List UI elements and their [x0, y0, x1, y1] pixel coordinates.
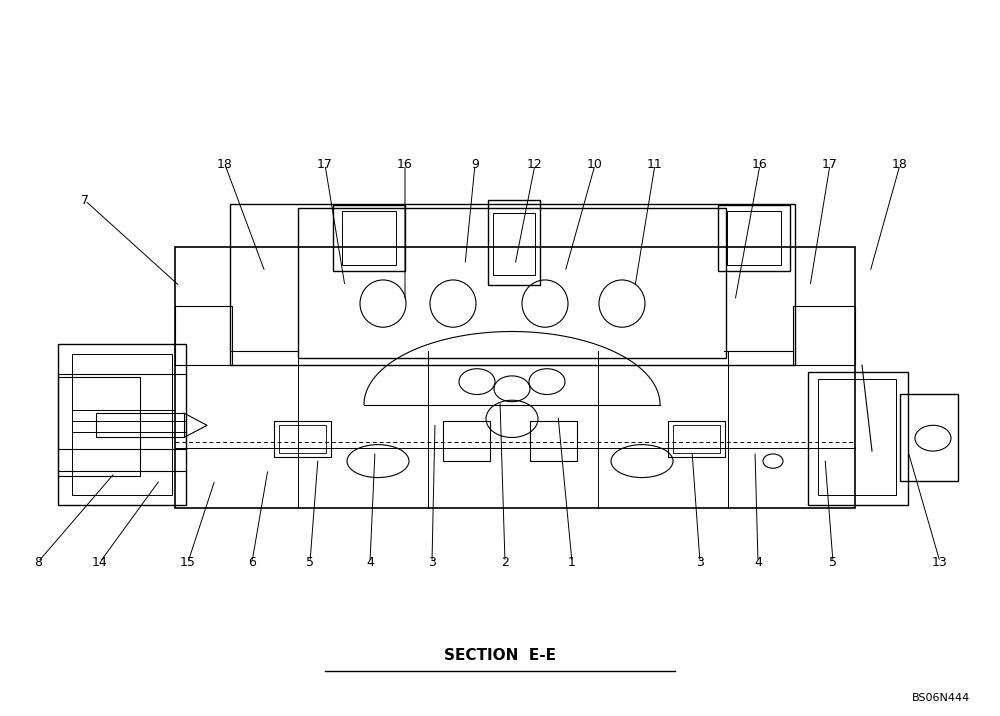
Bar [230, 204, 795, 365]
Bar [175, 247, 855, 508]
Text: 16: 16 [397, 158, 413, 171]
Bar [298, 208, 726, 358]
Text: SECTION  E-E: SECTION E-E [444, 648, 556, 662]
Bar [333, 205, 405, 271]
Text: 16: 16 [752, 158, 768, 171]
Bar [808, 372, 908, 505]
Bar [673, 425, 720, 453]
Bar [718, 205, 790, 271]
Bar [488, 200, 540, 285]
Text: 5: 5 [829, 556, 837, 569]
Text: 8: 8 [34, 556, 42, 569]
Text: 4: 4 [754, 556, 762, 569]
Bar [530, 421, 577, 461]
Text: 11: 11 [647, 158, 663, 171]
Text: 17: 17 [317, 158, 333, 171]
Text: BS06N444: BS06N444 [912, 693, 970, 703]
Bar [668, 421, 725, 457]
Text: 2: 2 [501, 556, 509, 569]
Text: 1: 1 [568, 556, 576, 569]
Text: 15: 15 [180, 556, 196, 569]
Bar [274, 421, 331, 457]
Bar [727, 211, 781, 265]
Text: 10: 10 [587, 158, 603, 171]
Bar [900, 394, 958, 481]
Bar [58, 344, 186, 505]
Text: 17: 17 [822, 158, 838, 171]
Bar [493, 213, 535, 275]
Text: 6: 6 [248, 556, 256, 569]
Text: 18: 18 [892, 158, 908, 171]
Text: 13: 13 [932, 556, 948, 569]
Bar [443, 421, 490, 461]
Bar [279, 425, 326, 453]
Text: 12: 12 [527, 158, 543, 171]
Text: 14: 14 [92, 556, 108, 569]
Bar [72, 354, 172, 495]
Text: 9: 9 [471, 158, 479, 171]
Bar [58, 377, 140, 476]
Text: 3: 3 [696, 556, 704, 569]
Bar [818, 379, 896, 495]
Text: 7: 7 [81, 194, 89, 207]
Text: 3: 3 [428, 556, 436, 569]
Bar [96, 413, 184, 437]
Bar [175, 306, 232, 365]
Bar [793, 306, 855, 365]
Text: 5: 5 [306, 556, 314, 569]
Text: 4: 4 [366, 556, 374, 569]
Bar [342, 211, 396, 265]
Text: 18: 18 [217, 158, 233, 171]
